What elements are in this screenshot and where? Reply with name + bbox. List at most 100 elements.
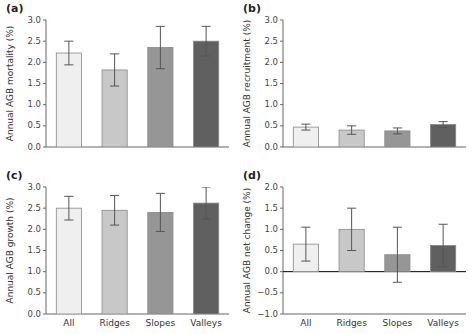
y-tick-label: 2.5 — [264, 36, 278, 46]
panel-title: (a) — [6, 2, 23, 15]
error-bar — [439, 224, 448, 266]
x-tick-label: Slopes — [146, 318, 176, 328]
panel: (a)Annual AGB mortality (%)0.00.51.01.52… — [5, 2, 230, 152]
error-cap — [301, 124, 310, 125]
panel: (b)Annual AGB recruitment (%)0.00.51.01.… — [242, 2, 467, 152]
error-stem — [114, 54, 115, 86]
error-stem — [351, 208, 352, 250]
panel: (c)Annual AGB growth (%)0.00.51.01.52.02… — [5, 169, 230, 328]
error-cap — [301, 130, 310, 131]
bar — [56, 208, 81, 314]
error-cap — [393, 133, 402, 134]
error-stem — [443, 122, 444, 128]
y-tick-label: −1.0 — [257, 309, 278, 319]
error-cap — [156, 68, 165, 69]
error-bar — [64, 196, 73, 220]
error-bar — [301, 227, 310, 261]
error-cap — [202, 187, 211, 188]
x-tick-label: Ridges — [99, 318, 130, 328]
error-cap — [202, 55, 211, 56]
error-cap — [64, 220, 73, 221]
y-tick-label: 1.5 — [264, 78, 278, 88]
y-tick-label: 1.0 — [264, 224, 278, 234]
error-cap — [439, 266, 448, 267]
error-cap — [347, 125, 356, 126]
error-stem — [397, 227, 398, 282]
plot-area — [293, 122, 455, 147]
error-stem — [68, 41, 69, 65]
y-tick-label: 1.0 — [27, 266, 41, 276]
error-stem — [160, 26, 161, 68]
y-tick-label: 0.5 — [264, 245, 278, 255]
y-tick-label: 2.0 — [264, 182, 278, 192]
error-stem — [443, 224, 444, 266]
y-tick-label: 0.5 — [27, 120, 41, 130]
error-cap — [202, 219, 211, 220]
bar — [431, 125, 456, 147]
x-tick-label: Ridges — [336, 318, 367, 328]
y-tick-label: 0.5 — [264, 120, 278, 130]
x-tick-label: All — [300, 318, 311, 328]
error-cap — [439, 224, 448, 225]
x-tick-label: Valleys — [427, 318, 459, 328]
panel-title: (d) — [243, 169, 261, 182]
error-bar — [156, 26, 165, 68]
error-bar — [301, 124, 310, 130]
plot-area — [56, 26, 218, 147]
error-cap — [393, 227, 402, 228]
error-cap — [156, 26, 165, 27]
error-bar — [110, 195, 119, 225]
error-bar — [202, 187, 211, 219]
error-stem — [305, 124, 306, 130]
error-stem — [351, 126, 352, 134]
y-tick-label: 0.0 — [264, 142, 278, 152]
y-axis-label: Annual AGB growth (%) — [5, 198, 15, 304]
error-bar — [202, 26, 211, 56]
error-bar — [393, 128, 402, 134]
error-cap — [156, 193, 165, 194]
error-cap — [347, 134, 356, 135]
error-stem — [305, 227, 306, 261]
y-axis-line — [46, 187, 47, 314]
error-cap — [110, 195, 119, 196]
y-tick-label: 2.5 — [27, 203, 41, 213]
error-stem — [68, 196, 69, 220]
error-cap — [301, 227, 310, 228]
bar — [194, 203, 219, 314]
error-stem — [160, 193, 161, 231]
bar — [102, 210, 127, 314]
panel-title: (b) — [243, 2, 261, 15]
y-axis-label: Annual AGB recruitment (%) — [242, 20, 252, 148]
error-stem — [206, 26, 207, 56]
y-tick-label: 2.0 — [264, 57, 278, 67]
error-cap — [439, 127, 448, 128]
figure: (a)Annual AGB mortality (%)0.00.51.01.52… — [0, 0, 474, 334]
x-tick-label: Slopes — [383, 318, 413, 328]
error-cap — [64, 64, 73, 65]
error-cap — [64, 196, 73, 197]
y-axis-label: Annual AGB net change (%) — [242, 188, 252, 313]
y-tick-label: 1.5 — [264, 203, 278, 213]
error-stem — [206, 187, 207, 219]
error-cap — [110, 53, 119, 54]
error-bar — [347, 208, 356, 250]
error-bar — [110, 54, 119, 86]
error-cap — [439, 121, 448, 122]
panel-title: (c) — [6, 169, 23, 182]
y-tick-label: −0.5 — [257, 287, 278, 297]
error-cap — [110, 225, 119, 226]
x-tick-label: Valleys — [190, 318, 222, 328]
x-axis-line — [283, 314, 466, 315]
error-cap — [110, 86, 119, 87]
bar — [194, 41, 219, 147]
y-tick-label: 2.0 — [27, 57, 41, 67]
y-tick-label: 1.5 — [27, 245, 41, 255]
error-cap — [64, 41, 73, 42]
panel: (d)Annual AGB net change (%)−1.0−0.50.00… — [242, 169, 467, 328]
error-cap — [301, 261, 310, 262]
error-cap — [347, 250, 356, 251]
y-axis-line — [46, 20, 47, 147]
bar — [56, 53, 81, 147]
error-bar — [347, 126, 356, 134]
y-axis-line — [283, 187, 284, 314]
